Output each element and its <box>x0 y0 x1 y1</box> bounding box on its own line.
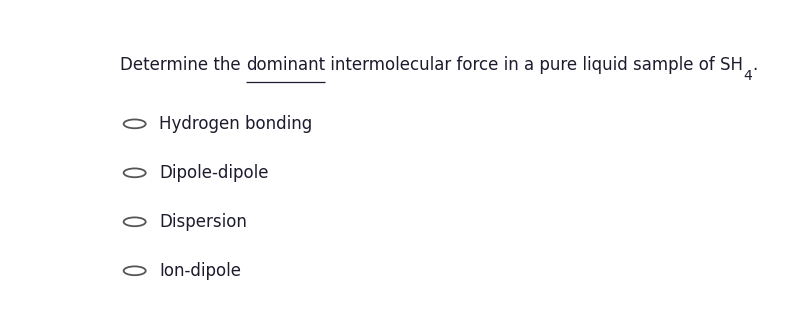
Text: Determine the: Determine the <box>120 56 246 74</box>
Text: 4: 4 <box>744 69 752 83</box>
Text: .: . <box>752 56 757 74</box>
Text: Dispersion: Dispersion <box>159 213 247 231</box>
Text: Ion-dipole: Ion-dipole <box>159 262 241 280</box>
Text: dominant: dominant <box>246 56 325 74</box>
Text: intermolecular force in a pure liquid sample of SH: intermolecular force in a pure liquid sa… <box>325 56 744 74</box>
Text: Dipole-dipole: Dipole-dipole <box>159 164 268 182</box>
Text: Hydrogen bonding: Hydrogen bonding <box>159 115 312 133</box>
